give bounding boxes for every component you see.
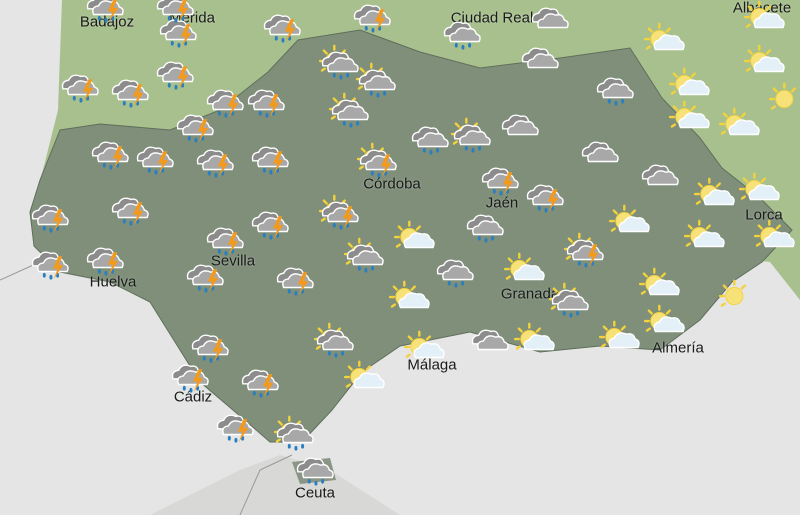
weather-sun-cloud-icon[interactable]: [741, 43, 789, 81]
city-label-ciudad-real: Ciudad Real: [450, 9, 534, 27]
weather-storm-icon[interactable]: [348, 0, 396, 34]
weather-sun-cloud-icon[interactable]: [401, 329, 449, 367]
city-label-granada: Granada: [500, 285, 560, 303]
weather-storm-icon[interactable]: [106, 189, 154, 227]
weather-sun-rain-icon[interactable]: [311, 321, 359, 359]
weather-storm-icon[interactable]: [191, 141, 239, 179]
city-label-sevilla: Sevilla: [210, 252, 256, 270]
weather-sun-rain-icon[interactable]: [271, 414, 319, 452]
weather-rain-icon[interactable]: [431, 251, 479, 289]
weather-storm-icon[interactable]: [521, 176, 569, 214]
weather-sun-cloud-icon[interactable]: [691, 176, 739, 214]
weather-storm-icon[interactable]: [236, 361, 284, 399]
weather-storm-icon[interactable]: [86, 133, 134, 171]
weather-storm-icon[interactable]: [131, 138, 179, 176]
weather-storm-icon[interactable]: [151, 0, 199, 24]
city-label-jaén: Jaén: [485, 194, 519, 212]
weather-sun-icon[interactable]: [766, 81, 800, 119]
weather-cloudy-icon[interactable]: [466, 321, 514, 359]
weather-sun-storm-icon[interactable]: [354, 141, 402, 179]
weather-sun-icon[interactable]: [716, 278, 764, 316]
weather-sun-cloud-icon[interactable]: [641, 303, 689, 341]
weather-sun-cloud-icon[interactable]: [386, 279, 434, 317]
city-label-huelva: Huelva: [89, 273, 137, 291]
weather-rain-icon[interactable]: [461, 206, 509, 244]
weather-sun-storm-icon[interactable]: [316, 193, 364, 231]
weather-sun-cloud-icon[interactable]: [716, 106, 764, 144]
weather-sun-cloud-icon[interactable]: [636, 266, 684, 304]
weather-sun-storm-icon[interactable]: [561, 231, 609, 269]
weather-storm-icon[interactable]: [166, 356, 214, 394]
weather-sun-cloud-icon[interactable]: [736, 171, 784, 209]
weather-rain-icon[interactable]: [438, 13, 486, 51]
border-line: [239, 454, 293, 515]
weather-sun-cloud-icon[interactable]: [741, 0, 789, 37]
weather-sun-rain-icon[interactable]: [546, 281, 594, 319]
weather-storm-icon[interactable]: [246, 138, 294, 176]
weather-storm-icon[interactable]: [81, 0, 129, 24]
weather-storm-icon[interactable]: [106, 71, 154, 109]
city-label-lorca: Lorca: [745, 206, 783, 224]
weather-storm-icon[interactable]: [151, 53, 199, 91]
weather-cloudy-icon[interactable]: [496, 106, 544, 144]
weather-cloudy-icon[interactable]: [516, 39, 564, 77]
weather-storm-icon[interactable]: [258, 6, 306, 44]
weather-rain-icon[interactable]: [291, 449, 339, 487]
morocco-land: [150, 455, 400, 515]
weather-storm-icon[interactable]: [26, 196, 74, 234]
weather-sun-rain-icon[interactable]: [341, 236, 389, 274]
weather-storm-icon[interactable]: [242, 81, 290, 119]
weather-sun-cloud-icon[interactable]: [596, 319, 644, 357]
city-label-ceuta: Ceuta: [294, 484, 336, 502]
weather-storm-icon[interactable]: [211, 406, 259, 444]
city-label-albacete: Albacete: [732, 0, 792, 17]
weather-storm-icon[interactable]: [26, 243, 74, 281]
weather-storm-icon[interactable]: [246, 203, 294, 241]
weather-sun-cloud-icon[interactable]: [341, 359, 389, 397]
weather-storm-icon[interactable]: [201, 219, 249, 257]
weather-sun-cloud-icon[interactable]: [681, 218, 729, 256]
weather-sun-cloud-icon[interactable]: [511, 321, 559, 359]
weather-sun-rain-icon[interactable]: [326, 91, 374, 129]
weather-sun-cloud-icon[interactable]: [666, 99, 714, 137]
weather-rain-icon[interactable]: [406, 118, 454, 156]
weather-sun-cloud-icon[interactable]: [751, 218, 799, 256]
city-label-málaga: Málaga: [407, 356, 457, 374]
weather-sun-rain-icon[interactable]: [448, 116, 496, 154]
weather-storm-icon[interactable]: [476, 159, 524, 197]
weather-storm-icon[interactable]: [81, 239, 129, 277]
weather-cloudy-icon[interactable]: [636, 156, 684, 194]
weather-storm-icon[interactable]: [181, 256, 229, 294]
weather-cloudy-icon[interactable]: [526, 0, 574, 37]
city-label-badajoz: Badajoz: [79, 13, 135, 31]
weather-rain-icon[interactable]: [591, 69, 639, 107]
weather-storm-icon[interactable]: [56, 66, 104, 104]
city-label-córdoba: Córdoba: [363, 175, 421, 193]
weather-sun-cloud-icon[interactable]: [606, 203, 654, 241]
city-label-cádiz: Cádiz: [173, 388, 213, 406]
weather-sun-cloud-icon[interactable]: [641, 21, 689, 59]
city-label-almería: Almería: [652, 339, 704, 357]
weather-storm-icon[interactable]: [271, 259, 319, 297]
weather-cloudy-icon[interactable]: [576, 133, 624, 171]
weather-sun-cloud-icon[interactable]: [501, 251, 549, 289]
